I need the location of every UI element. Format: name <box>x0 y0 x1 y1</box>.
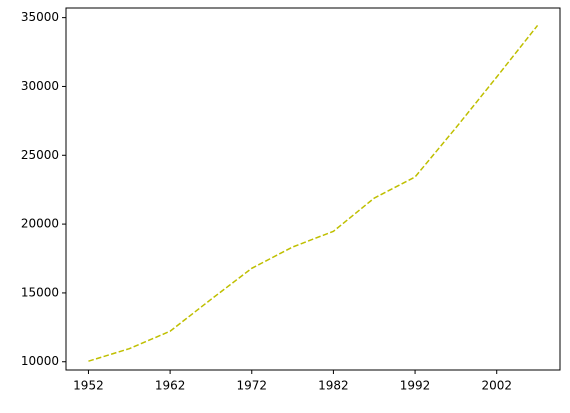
data-line <box>88 24 539 362</box>
y-tick-label: 15000 <box>21 285 59 299</box>
x-tick-label: 1962 <box>155 379 186 393</box>
y-tick-label: 25000 <box>21 148 59 162</box>
y-tick-label: 10000 <box>21 354 59 368</box>
x-tick-label: 2002 <box>481 379 512 393</box>
y-tick-label: 35000 <box>21 10 59 24</box>
x-tick-label: 1982 <box>318 379 349 393</box>
x-tick-label: 1992 <box>400 379 431 393</box>
x-tick-label: 1972 <box>236 379 267 393</box>
y-tick-label: 20000 <box>21 217 59 231</box>
axes-frame <box>65 7 561 371</box>
x-tick-label: 1952 <box>73 379 104 393</box>
y-tick-label: 30000 <box>21 79 59 93</box>
